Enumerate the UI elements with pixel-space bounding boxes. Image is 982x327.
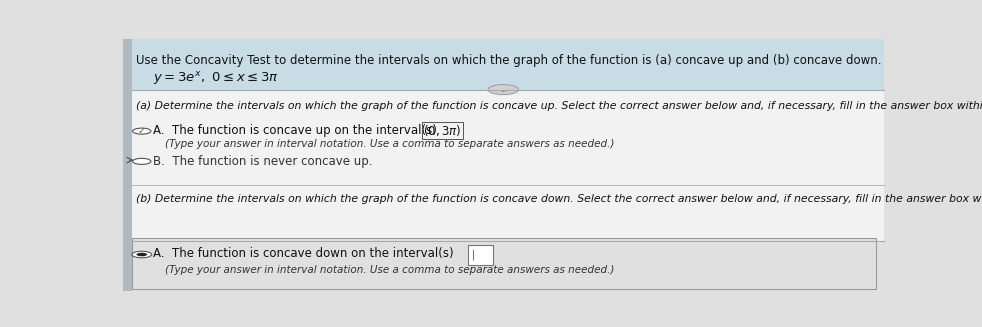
Ellipse shape: [488, 85, 518, 95]
Text: (a) Determine the intervals on which the graph of the function is concave up. Se: (a) Determine the intervals on which the…: [136, 101, 982, 111]
Text: $y=3e^x,\ 0\leq x\leq 3\pi$: $y=3e^x,\ 0\leq x\leq 3\pi$: [153, 70, 279, 87]
Circle shape: [133, 128, 151, 134]
Text: (Type your answer in interval notation. Use a comma to separate answers as neede: (Type your answer in interval notation. …: [165, 139, 614, 149]
FancyBboxPatch shape: [123, 39, 132, 291]
FancyBboxPatch shape: [123, 90, 884, 241]
FancyBboxPatch shape: [123, 39, 884, 90]
Text: (Type your answer in interval notation. Use a comma to separate answers as neede: (Type your answer in interval notation. …: [165, 265, 614, 275]
FancyBboxPatch shape: [132, 238, 876, 288]
Text: ✓: ✓: [137, 126, 146, 136]
Text: A.  The function is concave down on the interval(s): A. The function is concave down on the i…: [153, 247, 454, 260]
Text: (b) Determine the intervals on which the graph of the function is concave down. : (b) Determine the intervals on which the…: [136, 194, 982, 204]
Circle shape: [136, 253, 147, 256]
Text: $(0,3\pi)$: $(0,3\pi)$: [423, 123, 462, 138]
Text: Use the Concavity Test to determine the intervals on which the graph of the func: Use the Concavity Test to determine the …: [136, 54, 882, 67]
Text: |: |: [472, 250, 475, 260]
Text: B.  The function is never concave up.: B. The function is never concave up.: [153, 155, 373, 168]
Circle shape: [132, 251, 151, 258]
FancyBboxPatch shape: [468, 245, 493, 265]
Circle shape: [133, 158, 151, 164]
Text: A.  The function is concave up on the interval(s): A. The function is concave up on the int…: [153, 124, 445, 137]
Text: ...: ...: [500, 87, 507, 93]
